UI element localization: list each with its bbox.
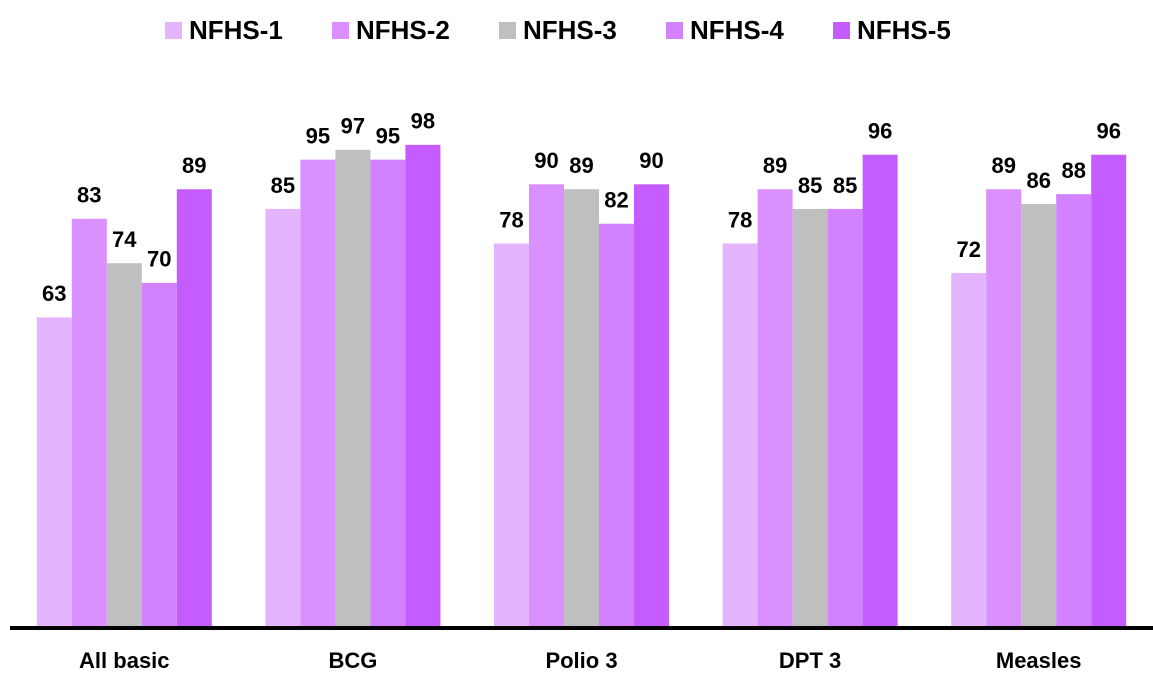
- data-label: 85: [798, 173, 822, 198]
- data-label: 95: [376, 123, 400, 148]
- data-label: 98: [411, 109, 435, 134]
- legend-swatch: [332, 22, 349, 39]
- data-label: 85: [271, 173, 295, 198]
- legend-label: NFHS-5: [857, 15, 951, 45]
- data-label: 85: [833, 173, 857, 198]
- bar: [71, 218, 107, 628]
- bar: [862, 154, 898, 628]
- bar: [265, 208, 301, 628]
- legend-label: NFHS-4: [690, 15, 784, 45]
- bar: [1021, 204, 1057, 628]
- data-label: 89: [182, 153, 206, 178]
- bar: [951, 273, 987, 628]
- data-label: 89: [763, 153, 787, 178]
- data-label: 78: [499, 207, 523, 232]
- bar: [599, 223, 634, 629]
- data-label: 83: [77, 183, 101, 208]
- bar: [757, 189, 793, 629]
- bar: [634, 184, 669, 629]
- data-label: 63: [42, 281, 66, 306]
- data-label: 88: [1061, 158, 1085, 183]
- data-label: 74: [112, 227, 137, 252]
- bar: [827, 208, 863, 628]
- data-label: 90: [534, 148, 558, 173]
- bar: [106, 263, 142, 628]
- legend-label: NFHS-3: [523, 15, 617, 45]
- x-tick-label: All basic: [79, 648, 169, 673]
- data-label: 90: [639, 148, 663, 173]
- legend-swatch: [833, 22, 850, 39]
- data-label: 95: [306, 123, 330, 148]
- bar: [564, 189, 599, 629]
- bar: [986, 189, 1022, 629]
- bar: [141, 282, 177, 628]
- legend-label: NFHS-1: [189, 15, 283, 45]
- bar: [792, 208, 828, 628]
- data-label: 89: [569, 153, 593, 178]
- x-tick-label: Measles: [996, 648, 1082, 673]
- data-label: 96: [868, 119, 892, 144]
- data-label: 97: [341, 114, 365, 139]
- bar: [300, 159, 336, 628]
- legend-swatch: [666, 22, 683, 39]
- data-label: 82: [604, 188, 628, 213]
- legend-label: NFHS-2: [356, 15, 450, 45]
- bar: [494, 243, 529, 628]
- data-label: 89: [991, 153, 1015, 178]
- data-label: 72: [956, 237, 980, 262]
- data-label: 86: [1026, 168, 1050, 193]
- bar: [1091, 154, 1127, 628]
- legend-swatch: [165, 22, 182, 39]
- legend-swatch: [499, 22, 516, 39]
- x-tick-label: DPT 3: [779, 648, 841, 673]
- bar: [370, 159, 406, 628]
- bar: [1056, 194, 1092, 628]
- bar: [529, 184, 564, 629]
- data-label: 70: [147, 247, 171, 272]
- bar: [36, 317, 72, 628]
- x-tick-label: Polio 3: [545, 648, 617, 673]
- x-tick-label: BCG: [328, 648, 377, 673]
- bar: [405, 144, 441, 629]
- bar: [722, 243, 758, 628]
- data-label: 96: [1096, 119, 1120, 144]
- bar: [176, 189, 212, 629]
- bar: [335, 149, 371, 629]
- data-label: 78: [728, 207, 752, 232]
